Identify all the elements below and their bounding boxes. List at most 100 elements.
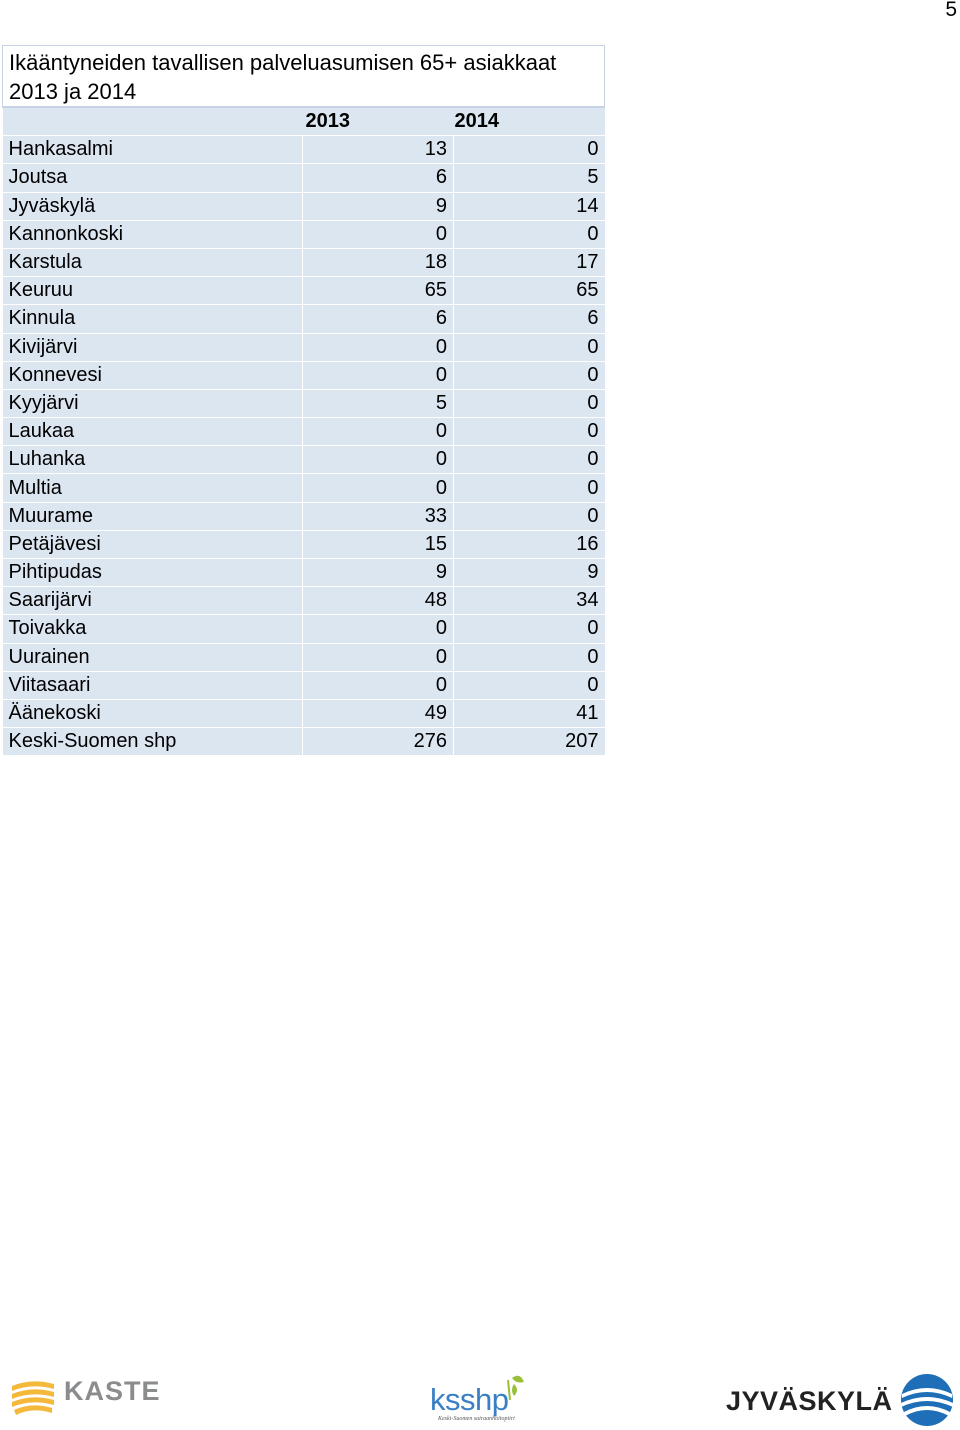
table-row: Petäjävesi 15 16 <box>2 530 605 560</box>
table-row: Kannonkoski 0 0 <box>2 220 605 249</box>
table-row: Saarijärvi 48 34 <box>2 586 605 616</box>
header-2014: 2014 <box>454 110 500 132</box>
table-title-row: Ikääntyneiden tavallisen palveluasumisen… <box>1 45 606 108</box>
value-2013-cell: 49 <box>302 699 454 729</box>
value-2014-cell: 0 <box>453 361 605 390</box>
jyvaskyla-logo: JYVÄSKYLÄ <box>726 1372 960 1428</box>
kaste-logo: KASTE <box>10 1372 160 1422</box>
value-2014-cell: 0 <box>453 135 605 165</box>
municipality-cell: Kannonkoski <box>2 220 303 249</box>
table-row: Multia 0 0 <box>2 473 605 503</box>
table-row: Konnevesi 0 0 <box>2 361 605 390</box>
value-2014-cell: 0 <box>453 671 605 700</box>
value-2014-cell: 0 <box>453 389 605 419</box>
value-2013-cell: 65 <box>302 276 454 306</box>
municipality-cell: Kivijärvi <box>2 333 303 362</box>
table-header-row: 2013 2014 <box>2 107 605 137</box>
municipality-cell: Karstula <box>2 248 303 278</box>
ksshp-wordmark: ksshp <box>430 1382 509 1417</box>
value-2014-cell: 0 <box>453 643 605 672</box>
value-2014-cell: 14 <box>453 192 605 221</box>
municipality-cell: Laukaa <box>2 417 303 447</box>
municipality-cell: Joutsa <box>2 163 303 193</box>
value-2014-cell: 0 <box>453 220 605 249</box>
value-2014-cell: 5 <box>453 163 605 193</box>
value-2013-cell: 0 <box>302 417 454 447</box>
value-2014-cell: 41 <box>453 699 605 729</box>
value-2013-cell: 33 <box>302 502 454 531</box>
value-2014-cell: 0 <box>453 333 605 362</box>
value-2014-cell: 0 <box>453 614 605 644</box>
value-2014-cell: 34 <box>453 586 605 616</box>
municipality-cell: Uurainen <box>2 643 303 672</box>
table-row: Keuruu 65 65 <box>2 276 605 306</box>
header-years: 2013 2014 <box>302 107 605 137</box>
value-2013-cell: 0 <box>302 614 454 644</box>
value-2013-cell: 15 <box>302 530 454 560</box>
table-row: Toivakka 0 0 <box>2 614 605 644</box>
municipality-cell: Kinnula <box>2 304 303 334</box>
value-2013-cell: 0 <box>302 361 454 390</box>
municipality-cell: Keuruu <box>2 276 303 306</box>
value-2014-cell: 207 <box>453 727 605 757</box>
value-2014-cell: 16 <box>453 530 605 560</box>
table-row: Kivijärvi 0 0 <box>2 333 605 362</box>
value-2014-cell: 17 <box>453 248 605 278</box>
value-2014-cell: 65 <box>453 276 605 306</box>
jyvaskyla-globe-icon <box>901 1374 953 1426</box>
table-row: Kyyjärvi 5 0 <box>2 389 605 419</box>
value-2014-cell: 0 <box>453 445 605 475</box>
table-row: Kinnula 6 6 <box>2 304 605 334</box>
value-2013-cell: 0 <box>302 473 454 503</box>
ksshp-subtitle: Keski-Suomen sairaanhoitopiiri <box>438 1416 515 1422</box>
header-2013: 2013 <box>305 110 351 132</box>
value-2013-cell: 48 <box>302 586 454 616</box>
header-empty-cell <box>2 107 303 137</box>
municipality-cell: Äänekoski <box>2 699 303 729</box>
municipality-cell: Kyyjärvi <box>2 389 303 419</box>
table-row: Karstula 18 17 <box>2 248 605 278</box>
value-2013-cell: 13 <box>302 135 454 165</box>
municipality-cell: Petäjävesi <box>2 530 303 560</box>
table-row: Pihtipudas 9 9 <box>2 558 605 588</box>
table-row: Keski-Suomen shp 276 207 <box>2 727 605 757</box>
table-row: Uurainen 0 0 <box>2 643 605 672</box>
municipality-cell: Luhanka <box>2 445 303 475</box>
value-2013-cell: 9 <box>302 192 454 221</box>
municipality-cell: Multia <box>2 473 303 503</box>
table-row: Viitasaari 0 0 <box>2 671 605 700</box>
value-2013-cell: 9 <box>302 558 454 588</box>
table-row: Jyväskylä 9 14 <box>2 192 605 221</box>
value-2014-cell: 9 <box>453 558 605 588</box>
municipality-cell: Jyväskylä <box>2 192 303 221</box>
table-row: Joutsa 6 5 <box>2 163 605 193</box>
value-2013-cell: 0 <box>302 671 454 700</box>
value-2013-cell: 276 <box>302 727 454 757</box>
table-row: Luhanka 0 0 <box>2 445 605 475</box>
value-2013-cell: 0 <box>302 643 454 672</box>
municipality-cell: Muurame <box>2 502 303 531</box>
table-row: Laukaa 0 0 <box>2 417 605 447</box>
kaste-wordmark: KASTE <box>64 1376 161 1406</box>
municipality-cell: Pihtipudas <box>2 558 303 588</box>
value-2013-cell: 18 <box>302 248 454 278</box>
municipality-cell: Keski-Suomen shp <box>2 727 303 757</box>
ksshp-leaf-icon <box>507 1375 524 1401</box>
municipality-cell: Saarijärvi <box>2 586 303 616</box>
value-2014-cell: 0 <box>453 473 605 503</box>
table-row: Äänekoski 49 41 <box>2 699 605 729</box>
value-2013-cell: 0 <box>302 445 454 475</box>
page-number: 5 <box>945 0 957 21</box>
municipality-cell: Hankasalmi <box>2 135 303 165</box>
value-2014-cell: 6 <box>453 304 605 334</box>
value-2013-cell: 5 <box>302 389 454 419</box>
value-2014-cell: 0 <box>453 502 605 531</box>
clients-table: Ikääntyneiden tavallisen palveluasumisen… <box>1 45 606 757</box>
value-2014-cell: 0 <box>453 417 605 447</box>
value-2013-cell: 6 <box>302 163 454 193</box>
municipality-cell: Toivakka <box>2 614 303 644</box>
ksshp-logo: ksshp Keski-Suomen sairaanhoitopiiri <box>428 1370 538 1430</box>
municipality-cell: Konnevesi <box>2 361 303 390</box>
table-title: Ikääntyneiden tavallisen palveluasumisen… <box>1 45 606 108</box>
value-2013-cell: 0 <box>302 333 454 362</box>
